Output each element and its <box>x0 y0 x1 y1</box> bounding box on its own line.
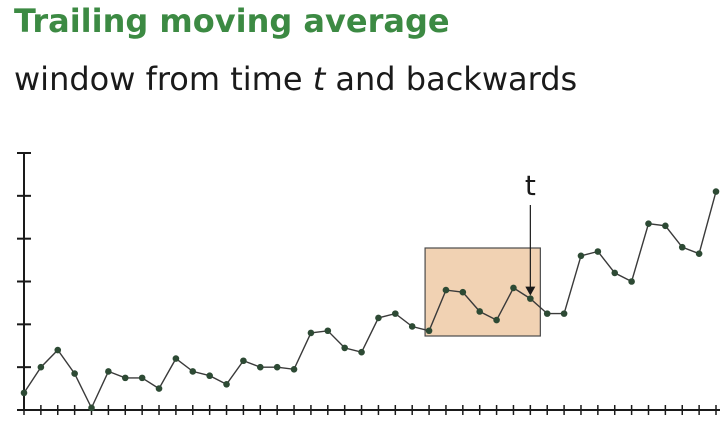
data-point <box>172 355 180 362</box>
data-point <box>358 348 365 356</box>
data-point <box>240 357 247 365</box>
data-point <box>510 284 517 292</box>
data-point <box>459 288 467 296</box>
data-point <box>577 252 585 260</box>
data-point <box>54 346 62 354</box>
data-point <box>645 220 652 227</box>
trailing-window-box <box>424 247 541 337</box>
data-point <box>442 286 450 294</box>
data-point <box>206 372 213 380</box>
data-point <box>712 188 720 195</box>
chart-subtitle: window from time t and backwards <box>14 60 577 98</box>
data-point <box>678 243 686 251</box>
data-point <box>662 222 669 230</box>
subtitle-time-variable: t <box>312 60 326 98</box>
data-point <box>527 295 534 302</box>
data-point <box>560 310 568 317</box>
data-point <box>594 248 602 255</box>
data-point <box>88 404 95 412</box>
data-point <box>695 250 703 257</box>
data-point <box>37 363 45 371</box>
data-point <box>307 329 315 337</box>
data-point <box>375 314 382 322</box>
data-point <box>290 366 298 373</box>
data-point <box>543 310 551 317</box>
data-point <box>425 327 433 335</box>
data-point <box>71 370 78 377</box>
subtitle-after: and backwards <box>325 60 578 98</box>
data-point <box>324 327 332 335</box>
subtitle-before: window from time <box>14 60 313 98</box>
data-point <box>189 368 197 375</box>
data-point <box>476 308 484 315</box>
data-point <box>273 363 281 371</box>
data-point <box>256 363 264 371</box>
data-point <box>121 374 129 382</box>
data-point <box>138 374 146 382</box>
data-point <box>341 344 348 352</box>
series-line <box>23 191 717 410</box>
chart-title: Trailing moving average <box>14 2 450 40</box>
data-point <box>611 269 619 277</box>
data-point <box>223 381 230 388</box>
data-point <box>105 368 112 375</box>
data-point <box>408 323 416 330</box>
data-point <box>628 278 635 285</box>
data-point <box>493 316 500 324</box>
marker-label: t <box>525 169 536 202</box>
data-point <box>20 389 28 397</box>
marker-arrow-head <box>525 286 536 296</box>
data-point <box>392 310 399 317</box>
data-point <box>155 385 163 392</box>
